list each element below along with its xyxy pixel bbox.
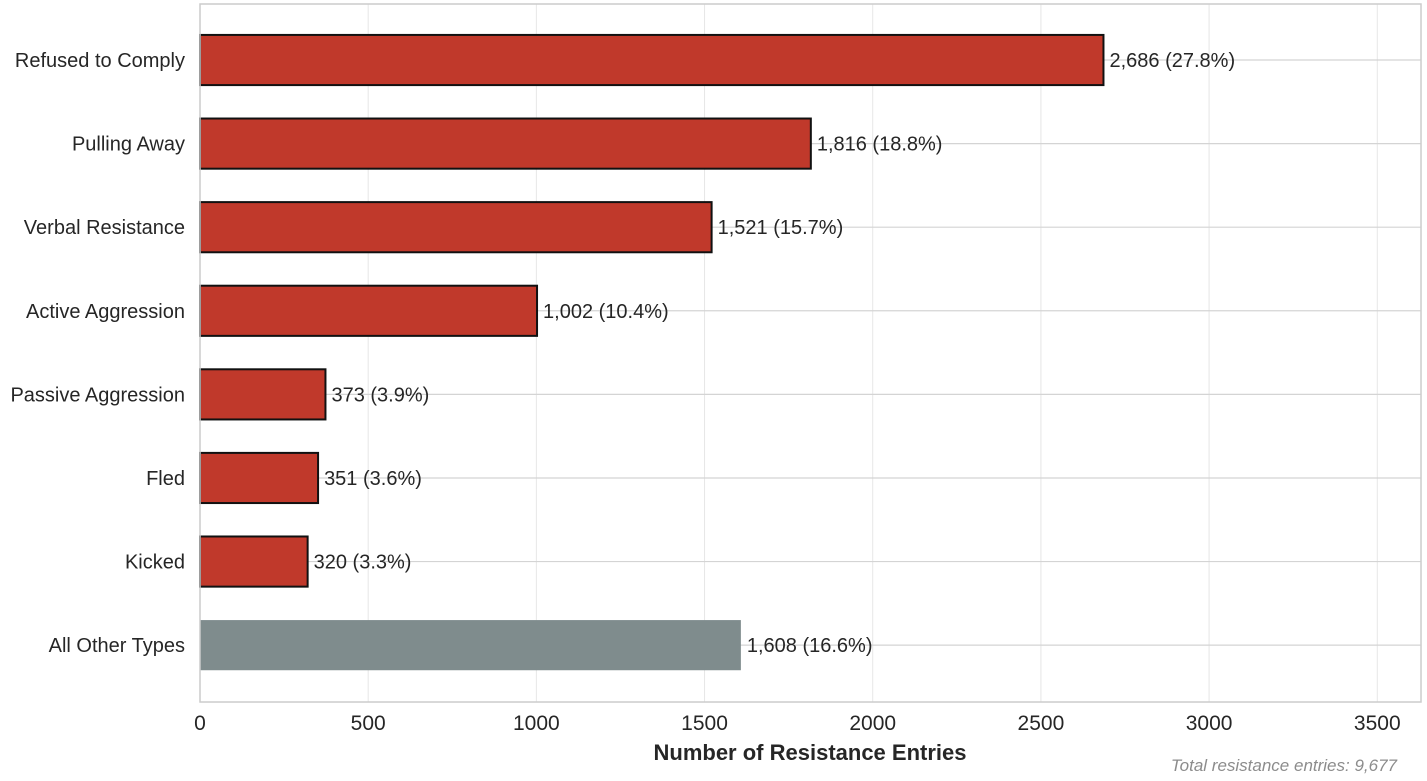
data-label: 1,002 (10.4%) <box>543 301 669 323</box>
x-tick-label: 1000 <box>513 712 560 735</box>
category-label: Verbal Resistance <box>24 217 185 239</box>
data-label: 320 (3.3%) <box>314 552 412 574</box>
data-label: 373 (3.9%) <box>331 384 429 406</box>
grid-lines <box>199 4 1421 702</box>
data-label: 1,816 (18.8%) <box>817 134 943 156</box>
category-label: All Other Types <box>49 635 185 657</box>
x-tick-label: 3000 <box>1186 712 1233 735</box>
x-tick-label: 1500 <box>681 712 728 735</box>
x-tick-label: 500 <box>351 712 386 735</box>
bar-all-other-types <box>200 620 741 671</box>
x-tick-label: 2000 <box>849 712 896 735</box>
bar-verbal-resistance <box>199 201 713 254</box>
x-axis-title: Number of Resistance Entries <box>654 740 967 765</box>
data-label: 351 (3.6%) <box>324 468 422 490</box>
data-label: 1,608 (16.6%) <box>747 635 873 657</box>
data-label: 2,686 (27.8%) <box>1109 50 1235 72</box>
category-label: Kicked <box>125 552 185 574</box>
bar-passive-aggression <box>199 368 327 421</box>
x-tick-label: 0 <box>194 712 206 735</box>
data-label: 1,521 (15.7%) <box>718 217 844 239</box>
x-tick-label: 2500 <box>1018 712 1065 735</box>
bar-pulling-away <box>199 117 812 170</box>
plot-frame <box>199 3 1422 703</box>
bar-kicked <box>199 535 309 588</box>
bar-refused-to-comply <box>199 33 1105 87</box>
bar-active-aggression <box>199 284 539 337</box>
category-label: Fled <box>146 468 185 490</box>
category-label: Passive Aggression <box>10 384 185 406</box>
plot-border <box>199 3 1422 703</box>
bar-fled <box>199 451 320 505</box>
category-label: Pulling Away <box>72 134 185 156</box>
category-label: Active Aggression <box>26 301 185 323</box>
total-entries-footnote: Total resistance entries: 9,677 <box>1171 756 1398 775</box>
x-tick-label: 3500 <box>1354 712 1401 735</box>
bars <box>199 33 1105 671</box>
category-label: Refused to Comply <box>15 50 185 72</box>
labels: 0 500 1000 1500 2000 2500 3000 3500 Refused to C… <box>10 50 1400 735</box>
